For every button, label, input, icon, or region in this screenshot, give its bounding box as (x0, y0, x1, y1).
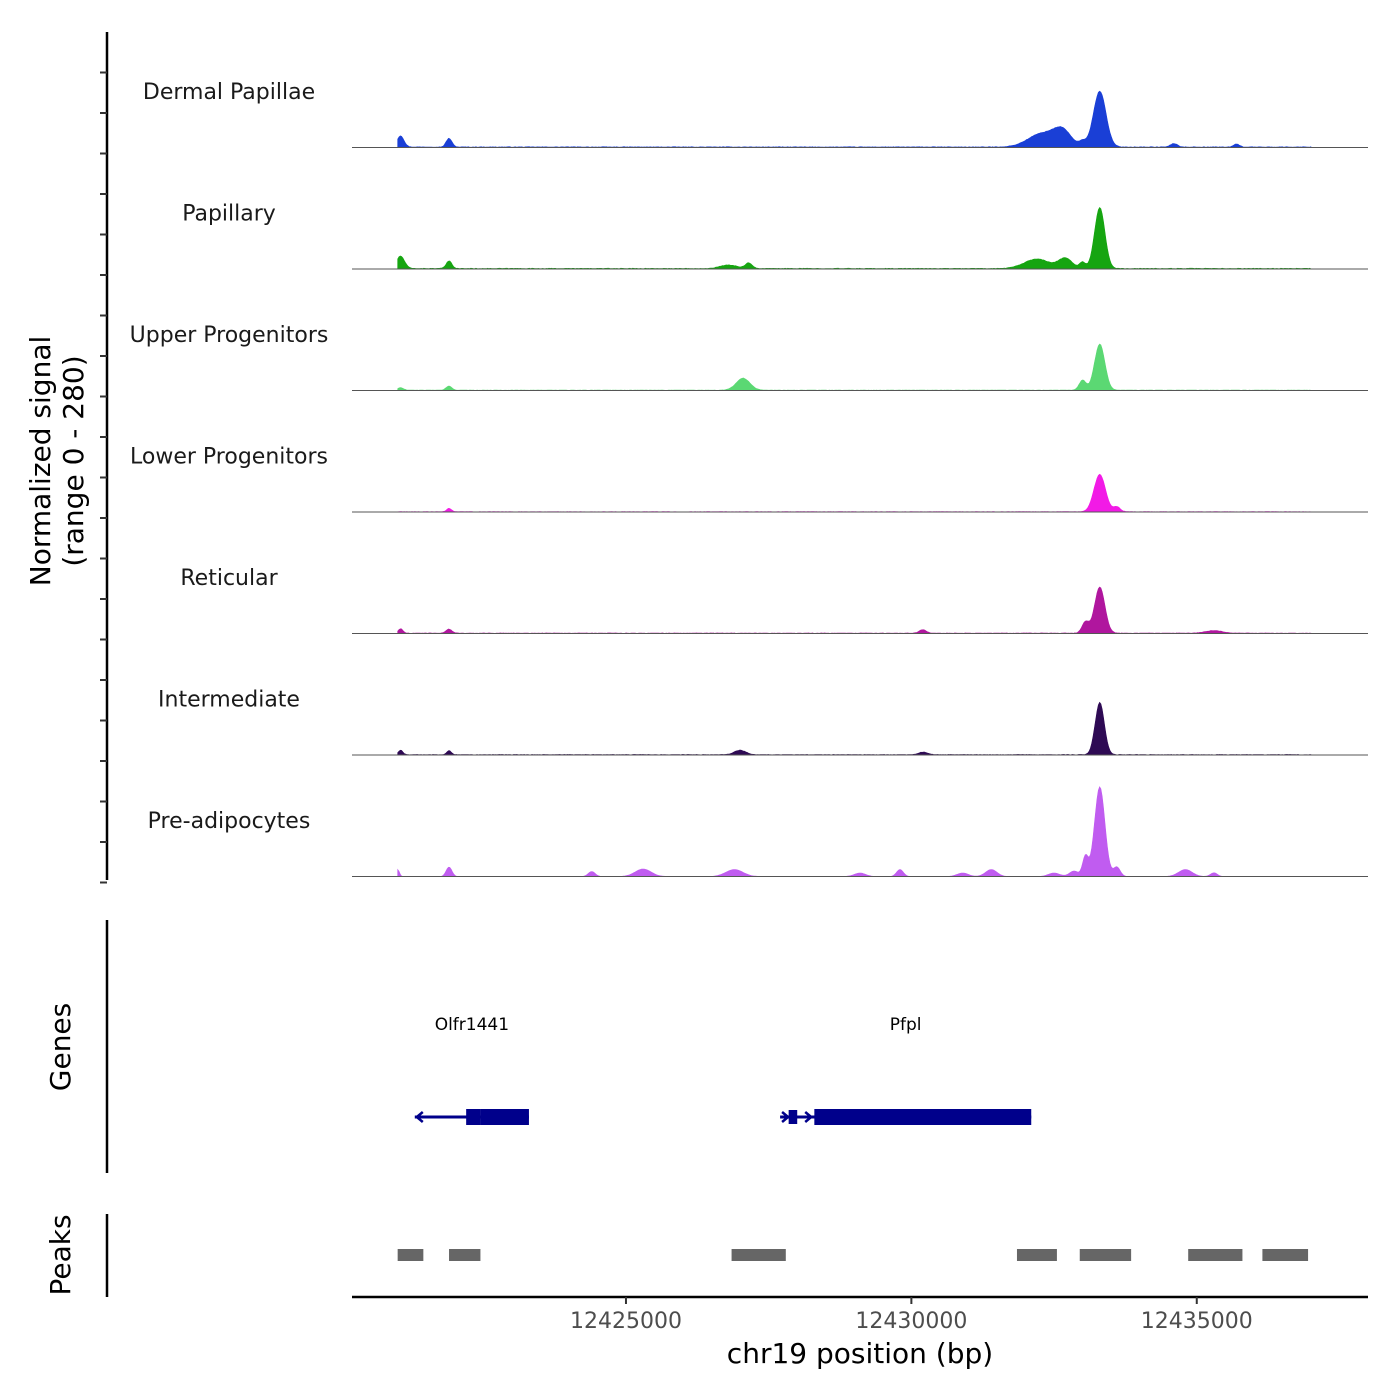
signal-area (397, 90, 1312, 148)
track-pre-adipocytes: Pre-adipocytes (148, 786, 1368, 877)
gene-exon (480, 1109, 529, 1125)
track-label: Papillary (182, 202, 276, 227)
track-dermal-papillae: Dermal Papillae (143, 80, 1368, 148)
signal-area (397, 473, 1312, 513)
strand-arrow-icon (414, 1111, 424, 1123)
y-axis-title-line1: Normalized signal (24, 336, 57, 587)
track-reticular: Reticular (180, 566, 1368, 634)
x-tick-label: 12435000 (1141, 1309, 1253, 1334)
track-label: Upper Progenitors (130, 323, 329, 348)
gene-label: Olfr1441 (435, 1015, 509, 1035)
peaks-track-title: Peaks (44, 1214, 77, 1295)
strand-arrow-icon (804, 1111, 814, 1123)
track-label: Reticular (180, 566, 278, 591)
coverage-tracks: Dermal Papillae Papillary Upper Progenitor… (130, 80, 1368, 877)
signal-area (397, 586, 1312, 634)
strand-arrow-icon (781, 1111, 791, 1123)
genes-track-title: Genes (44, 1003, 77, 1091)
peak-regions (397, 1249, 1309, 1261)
signal-area (397, 701, 1312, 756)
peak-region (449, 1249, 481, 1261)
gene-models: Olfr1441 Pfpl (414, 1015, 1032, 1125)
peak-region (1079, 1249, 1132, 1261)
peak-region (397, 1249, 424, 1261)
signal-area (397, 343, 1312, 391)
track-label: Pre-adipocytes (148, 809, 311, 834)
track-upper-progenitors: Upper Progenitors (130, 323, 1368, 391)
track-label: Lower Progenitors (130, 445, 328, 470)
x-tick-label: 12425000 (570, 1309, 682, 1334)
track-label: Dermal Papillae (143, 80, 315, 105)
track-label: Intermediate (158, 688, 300, 713)
gene-exon (788, 1110, 798, 1124)
signal-area (397, 786, 1311, 877)
signal-area (397, 207, 1312, 270)
gene-exon (814, 1109, 1032, 1125)
peak-region (1016, 1249, 1057, 1261)
gene-olfr1441: Olfr1441 (414, 1015, 529, 1125)
x-tick-label: 12430000 (855, 1309, 967, 1334)
track-intermediate: Intermediate (158, 688, 1368, 756)
track-lower-progenitors: Lower Progenitors (130, 445, 1368, 513)
peak-region (1188, 1249, 1243, 1261)
y-axis-title-line2: (range 0 - 280) (57, 355, 90, 566)
track-papillary: Papillary (182, 202, 1368, 270)
x-axis-ticks: 12425000 12430000 12435000 (570, 1297, 1253, 1334)
coverage-y-ticks (100, 71, 107, 884)
peak-region (731, 1249, 786, 1261)
gene-pfpl: Pfpl (780, 1015, 1032, 1125)
peak-region (1262, 1249, 1309, 1261)
gene-label: Pfpl (890, 1015, 922, 1035)
gene-exon (466, 1109, 481, 1125)
x-axis-title: chr19 position (bp) (727, 1337, 993, 1370)
